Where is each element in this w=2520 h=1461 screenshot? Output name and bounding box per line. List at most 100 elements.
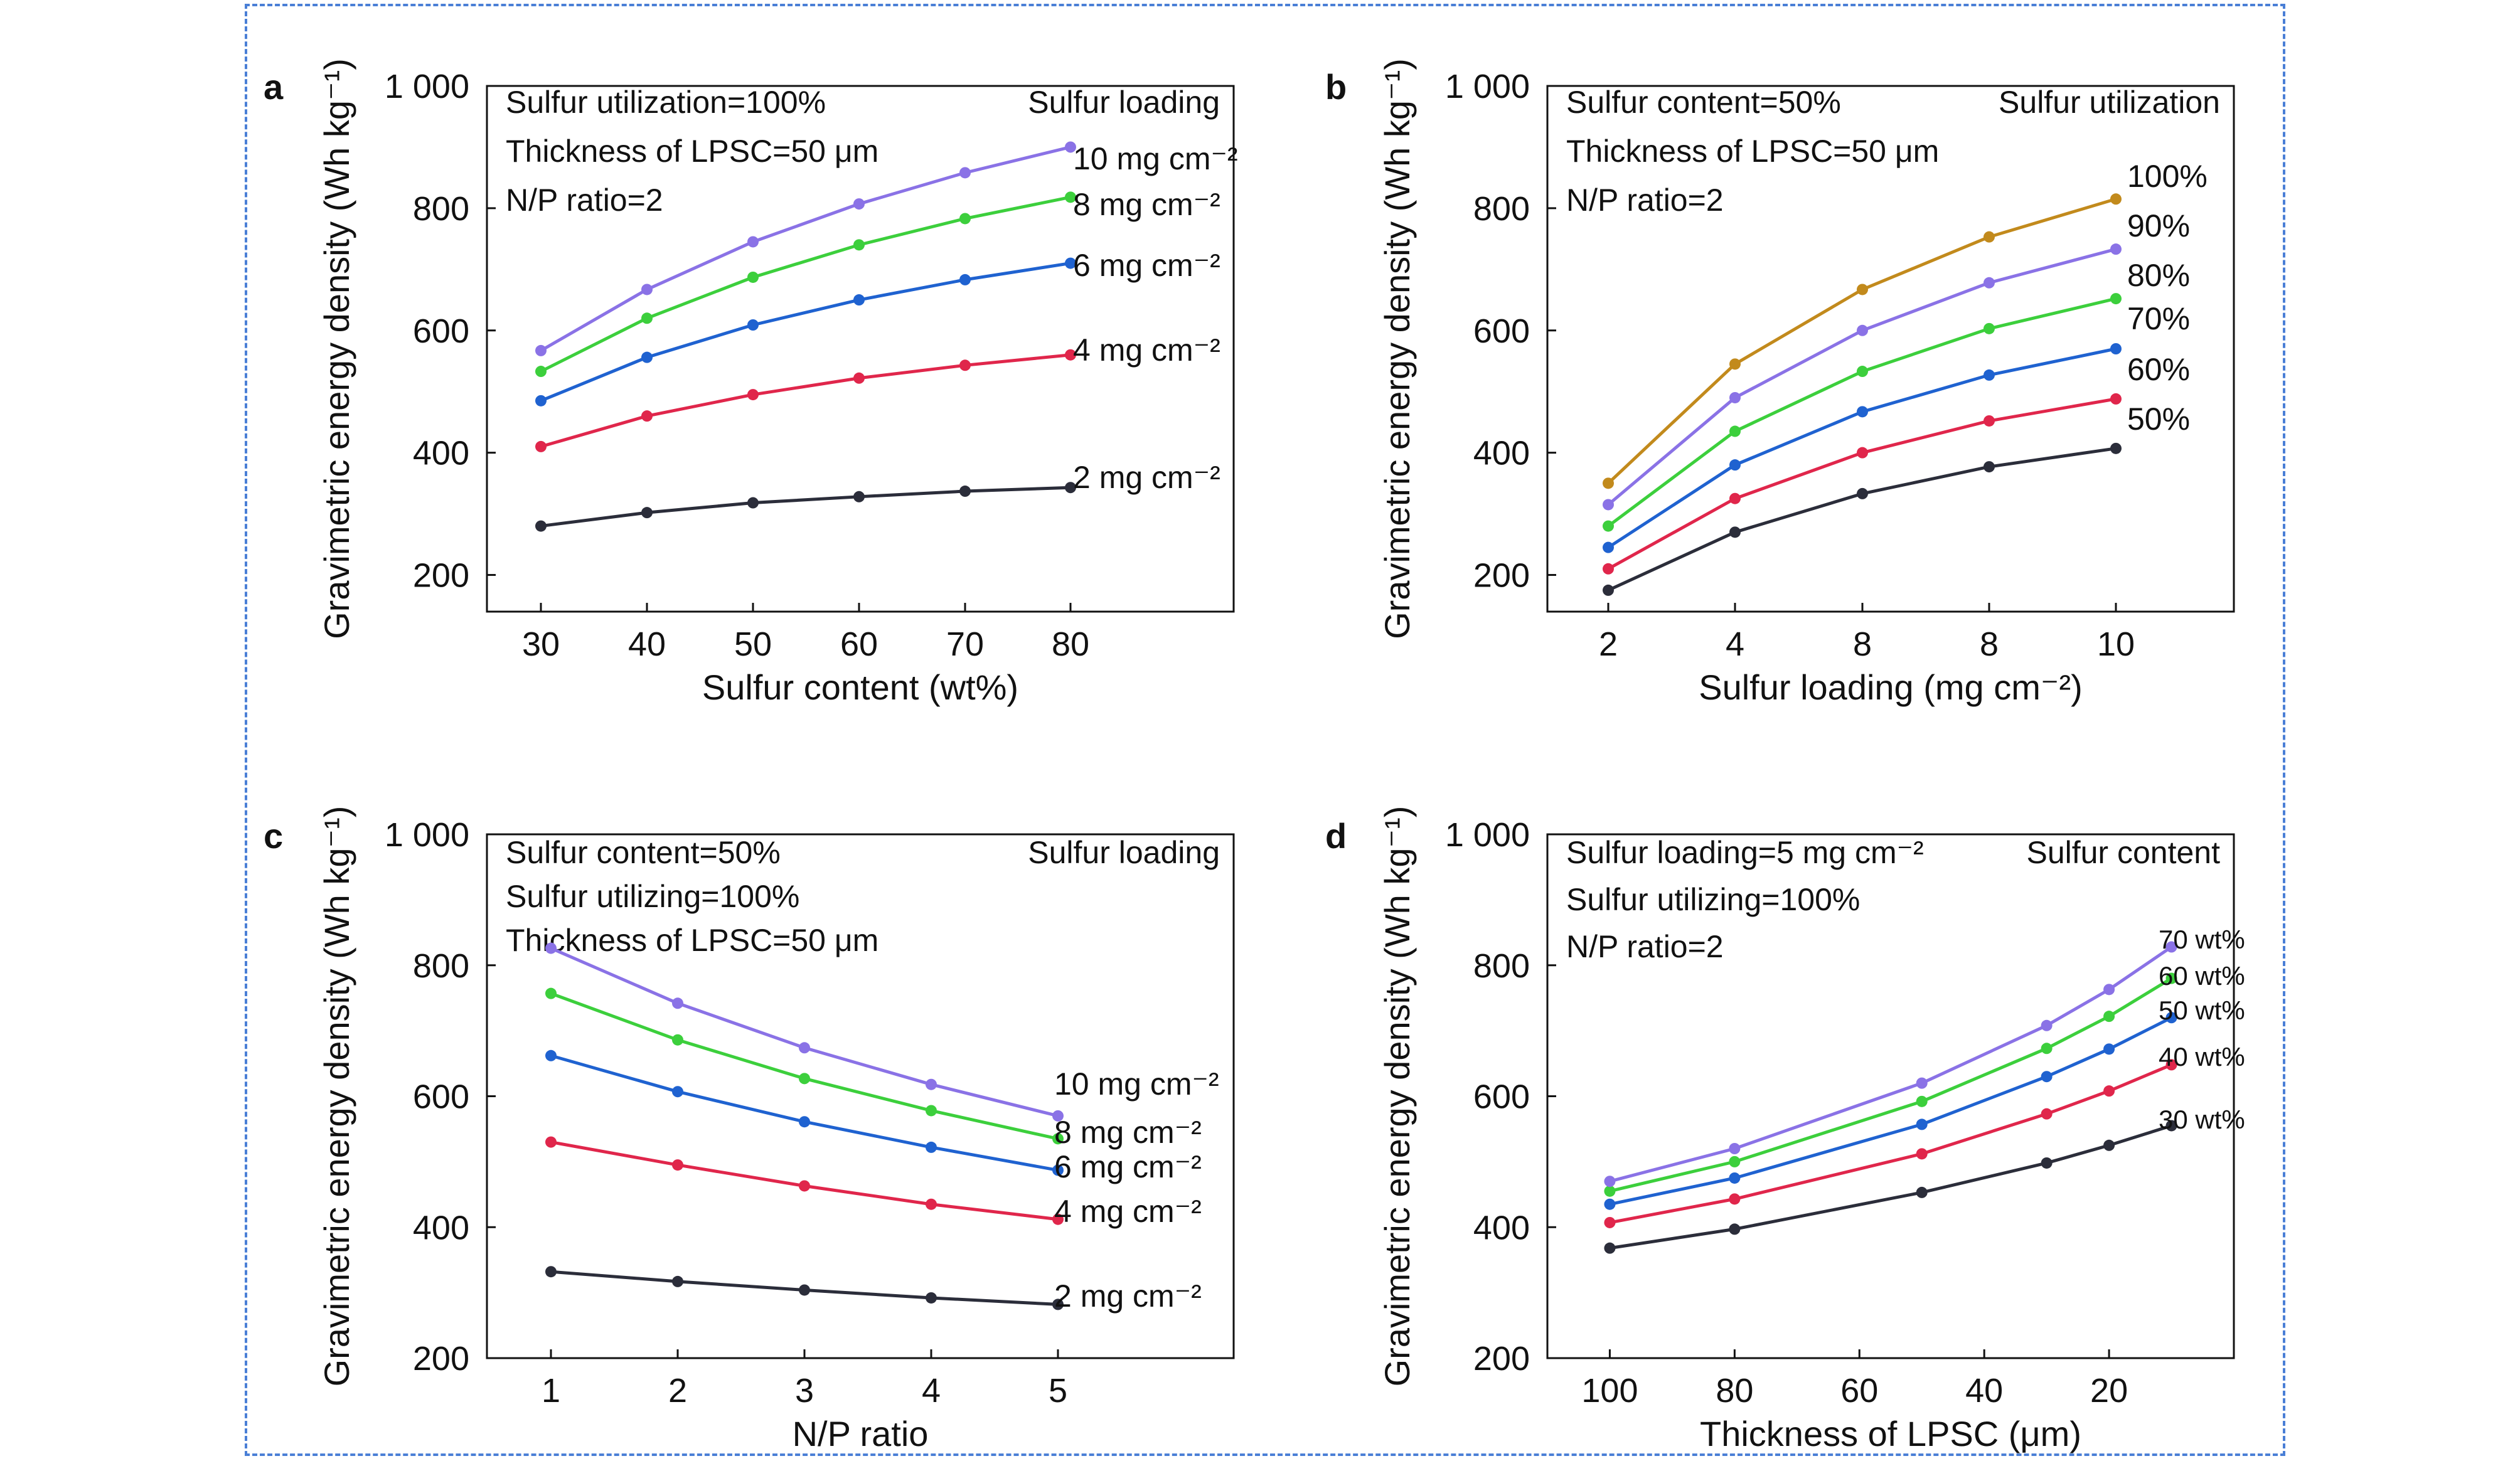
x-tick-label: 60 [1840, 1372, 1878, 1410]
x-tick-label: 3 [795, 1372, 814, 1410]
y-tick-label: 1 000 [385, 816, 469, 854]
condition-text: N/P ratio=2 [506, 183, 663, 218]
series-line [540, 262, 1071, 403]
x-tick-label: 20 [2090, 1372, 2128, 1410]
legend-title: Sulfur loading [1028, 835, 1220, 870]
y-tick-label: 800 [1473, 190, 1530, 228]
series-label: 4 mg cm⁻² [1073, 332, 1220, 368]
x-axis-label: Sulfur loading (mg cm⁻²) [1699, 667, 2083, 707]
data-point [1916, 1148, 1928, 1160]
x-tick-label: 4 [1726, 625, 1744, 663]
data-point [799, 1042, 810, 1054]
data-point [1857, 406, 1868, 418]
panel-letter: b [1325, 67, 1347, 107]
data-point [926, 1198, 937, 1210]
data-point [1729, 1156, 1741, 1167]
data-point [1729, 492, 1741, 504]
series-label: 60 wt% [2159, 961, 2245, 991]
data-point [926, 1078, 937, 1090]
series-label: 2 mg cm⁻² [1054, 1278, 1202, 1314]
data-point [2110, 442, 2122, 454]
data-point [1729, 391, 1741, 403]
series-label: 30 wt% [2159, 1105, 2245, 1134]
data-point [747, 271, 759, 283]
series-line [1610, 1124, 2172, 1250]
series-label: 10 mg cm⁻² [1054, 1066, 1219, 1102]
legend-title: Sulfur content [2026, 835, 2220, 870]
series-line [540, 146, 1071, 353]
data-point [1052, 1133, 1064, 1145]
data-point [1983, 277, 1995, 289]
chart-panel-a: 30 40 50 60 70 80 200 400 600 800 1 000 Sulfur cont… [264, 58, 1238, 707]
y-tick-label: 200 [1473, 557, 1530, 595]
x-tick-label: 4 [922, 1372, 941, 1410]
data-point [1052, 1110, 1064, 1122]
x-tick-label: 80 [1716, 1372, 1753, 1410]
data-point [641, 312, 653, 324]
data-point [535, 520, 547, 532]
series-line [540, 486, 1071, 528]
data-point [799, 1116, 810, 1128]
series-label: 2 mg cm⁻² [1073, 460, 1220, 495]
data-point [747, 497, 759, 509]
series-label: 100% [2127, 159, 2208, 194]
data-point [747, 236, 759, 248]
chart-panel-b: 2 4 8 8 10 200 400 600 800 1 000 Sulfur loading (m… [1325, 58, 2235, 707]
data-point [2110, 243, 2122, 255]
data-point [672, 1275, 683, 1287]
data-point [2165, 972, 2177, 984]
y-tick-label: 1 000 [1445, 68, 1530, 105]
data-point [2103, 1011, 2115, 1023]
data-point [1065, 191, 1076, 203]
data-point [2165, 1059, 2177, 1071]
data-point [959, 167, 971, 179]
y-axis-label: Gravimetric energy density (Wh kg⁻¹) [1377, 806, 1417, 1387]
y-axis-label: Gravimetric energy density (Wh kg⁻¹) [1377, 58, 1417, 639]
y-axis-label: Gravimetric energy density (Wh kg⁻¹) [317, 806, 356, 1387]
data-point [926, 1105, 937, 1117]
data-point [1729, 358, 1741, 370]
data-point [641, 507, 653, 519]
y-tick-label: 1 000 [385, 68, 469, 105]
y-tick-label: 800 [413, 947, 469, 985]
data-point [1857, 447, 1868, 459]
data-point [1603, 520, 1614, 532]
data-point [1052, 1164, 1064, 1176]
series-line [540, 353, 1071, 449]
axes-frame [486, 833, 1235, 1359]
data-point [1604, 1216, 1616, 1228]
series-line [540, 195, 1071, 373]
condition-text: Sulfur utilization=100% [506, 85, 826, 120]
x-tick-label: 10 [2097, 625, 2135, 663]
data-point [853, 491, 865, 502]
data-point [1604, 1242, 1616, 1254]
data-point [1065, 141, 1076, 153]
data-point [747, 319, 759, 331]
condition-text: N/P ratio=2 [1566, 183, 1724, 218]
data-point [2041, 1108, 2053, 1120]
series-label: 8 mg cm⁻² [1054, 1115, 1202, 1150]
x-axis-label: Sulfur content (wt%) [702, 667, 1018, 707]
series-line [1609, 1063, 2172, 1225]
data-point [2041, 1071, 2053, 1083]
data-point [959, 274, 971, 285]
series-label: 40 wt% [2159, 1042, 2245, 1071]
y-tick-label: 400 [413, 435, 469, 472]
x-tick-label: 2 [668, 1372, 687, 1410]
y-tick-label: 400 [1473, 1209, 1530, 1246]
y-tick-label: 200 [413, 1340, 469, 1378]
data-point [1729, 1223, 1741, 1235]
data-point [853, 372, 865, 384]
series-label: 50 wt% [2159, 996, 2245, 1025]
data-point [926, 1141, 937, 1153]
x-tick-label: 70 [946, 625, 984, 663]
data-point [1857, 284, 1868, 295]
y-tick-label: 400 [1473, 435, 1530, 472]
data-point [535, 395, 547, 406]
data-point [959, 486, 971, 497]
data-point [1916, 1077, 1928, 1089]
data-point [1604, 1176, 1616, 1187]
x-tick-label: 8 [1980, 625, 1999, 663]
data-point [1603, 499, 1614, 511]
